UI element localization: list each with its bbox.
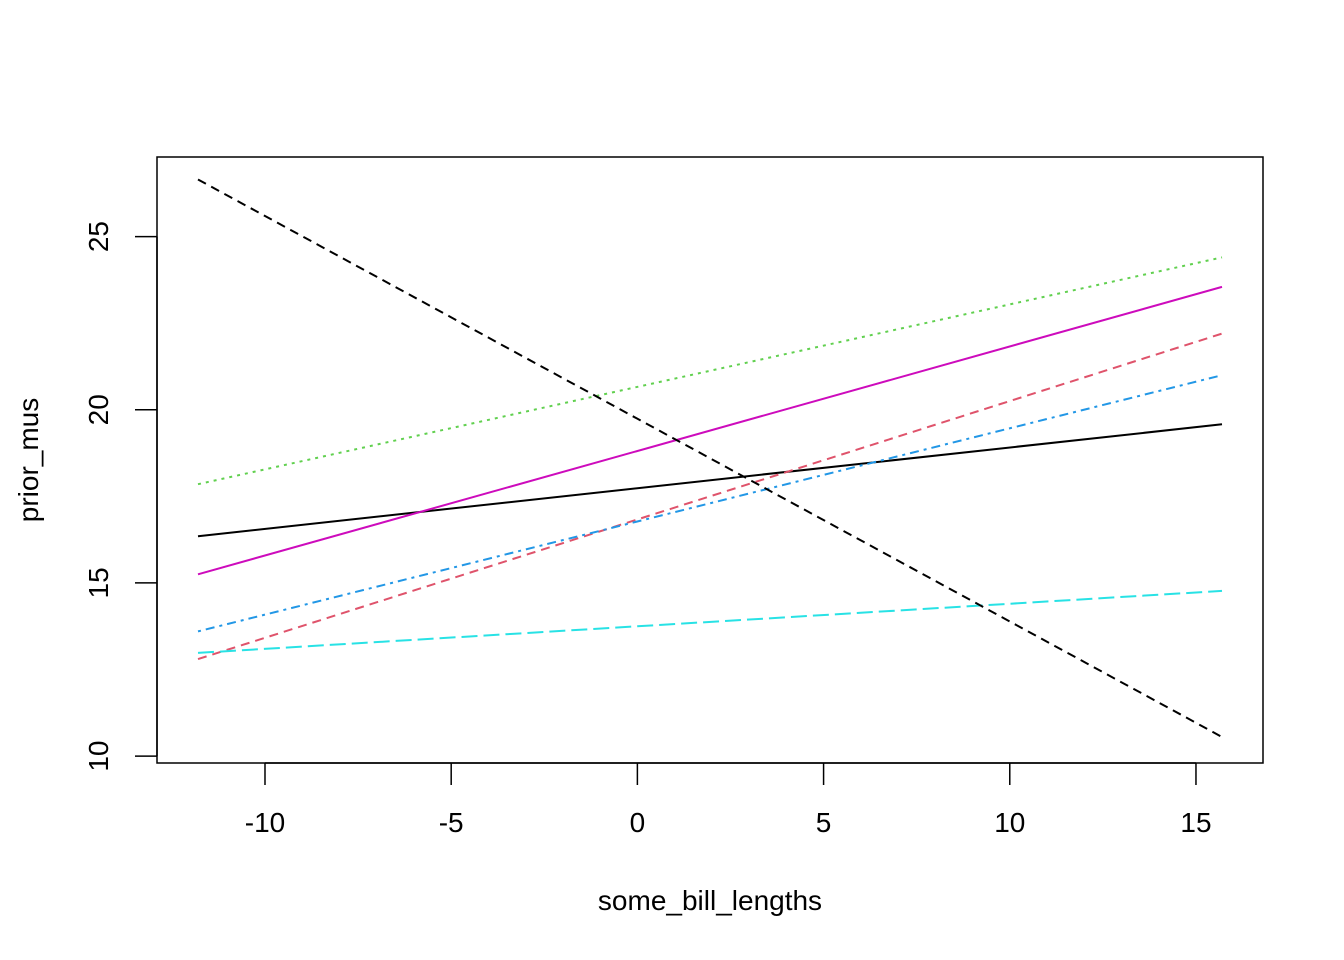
x-tick-label: 15	[1180, 807, 1211, 838]
series-line-3	[197, 256, 1223, 486]
series-layer	[197, 178, 1223, 738]
x-tick-label: 10	[994, 807, 1025, 838]
x-tick-label: -5	[439, 807, 464, 838]
y-tick-label: 20	[83, 394, 114, 425]
y-tick-label: 25	[83, 221, 114, 252]
y-axis: 10 15 20 25	[83, 221, 158, 772]
x-axis-label: some_bill_lengths	[598, 885, 822, 916]
y-tick-label: 15	[83, 567, 114, 598]
x-axis: -10 -5 0 5 10 15	[245, 762, 1212, 838]
y-axis-label: prior_mus	[13, 398, 44, 522]
series-line-6	[197, 285, 1223, 576]
x-tick-label: 0	[630, 807, 646, 838]
x-tick-label: 5	[816, 807, 832, 838]
y-tick-label: 10	[83, 741, 114, 772]
series-line-2	[197, 332, 1223, 661]
x-tick-label: -10	[245, 807, 285, 838]
series-line-4	[197, 374, 1223, 633]
series-line-7	[197, 178, 1223, 738]
series-line-1	[197, 423, 1223, 538]
series-line-5	[197, 589, 1223, 654]
